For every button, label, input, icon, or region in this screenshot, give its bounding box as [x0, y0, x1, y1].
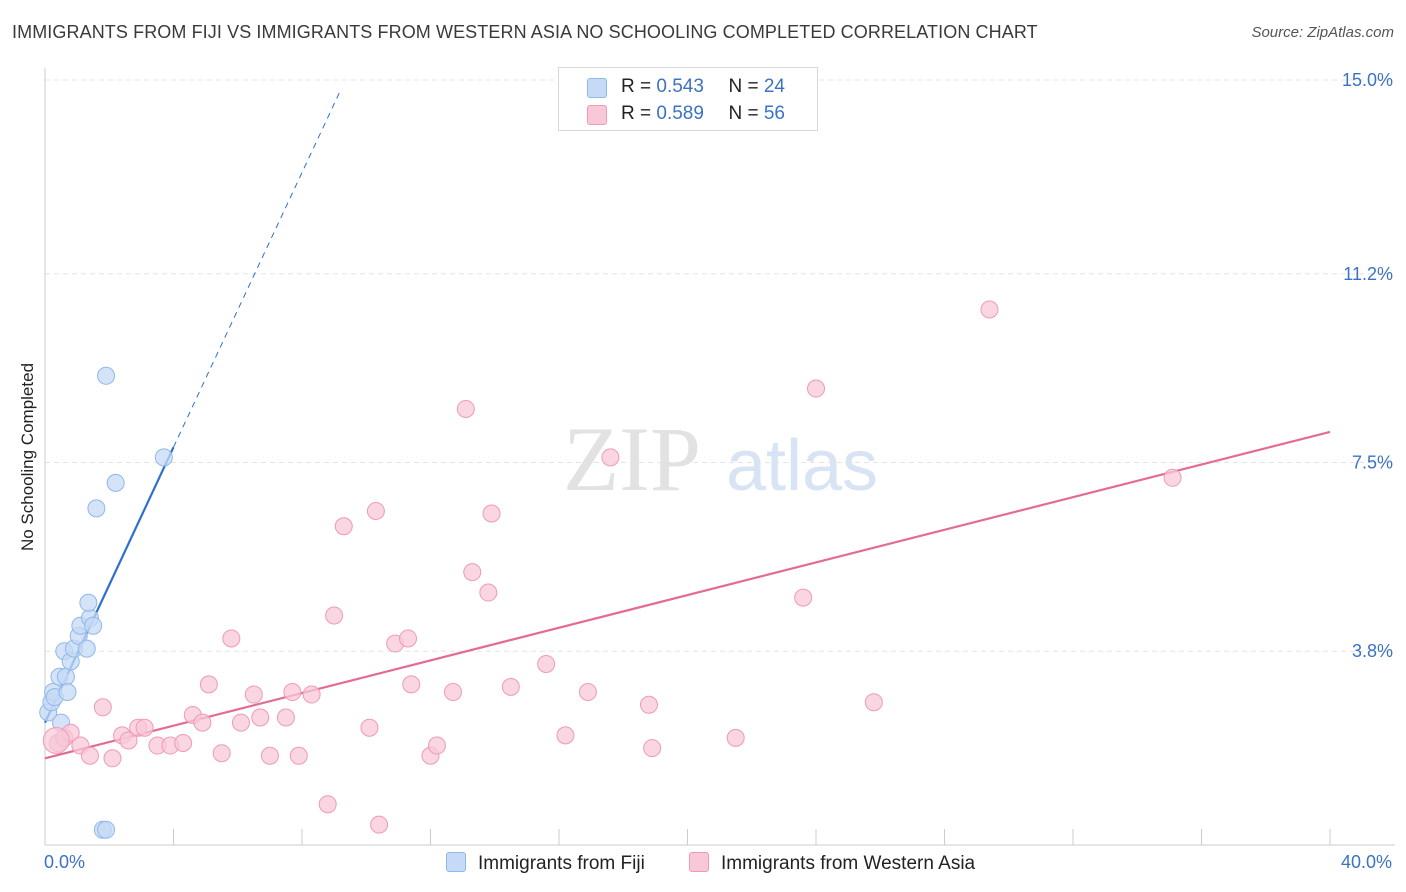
y-axis-label: No Schooling Completed: [18, 362, 37, 552]
western-asia-point: [366, 501, 385, 520]
data-points: [39, 300, 1182, 839]
legend-item-western-asia: Immigrants from Western Asia: [689, 852, 975, 875]
western-asia-point: [93, 698, 112, 717]
western-asia-point: [980, 300, 999, 319]
western-asia-point: [80, 746, 99, 765]
western-asia-point: [427, 736, 446, 755]
western-asia-point: [501, 677, 520, 696]
western-asia-point: [643, 739, 662, 758]
y-tick-label: 11.2%: [1343, 264, 1393, 284]
western-asia-swatch: [587, 105, 607, 125]
western-asia-point: [135, 718, 154, 737]
western-asia-n-label: N =: [728, 103, 764, 124]
x-tick-label-max: 40.0%: [1340, 852, 1392, 872]
western-asia-point: [103, 749, 122, 768]
western-asia-point: [174, 734, 193, 752]
western-asia-point: [639, 695, 658, 714]
source-credit: Source: ZipAtlas.com: [1251, 24, 1394, 41]
watermark-zip: ZIP: [563, 408, 701, 510]
y-tick-label: 3.8%: [1352, 641, 1393, 661]
western-asia-r-label: R =: [621, 103, 657, 124]
fiji-point: [84, 616, 103, 635]
fiji-point: [106, 473, 125, 492]
western-asia-point: [864, 693, 883, 712]
western-asia-point: [482, 504, 501, 523]
fiji-r-label: R =: [621, 76, 657, 97]
y-tick-labels: 3.8% 7.5% 11.2% 15.0%: [1342, 70, 1393, 661]
western-asia-point: [578, 683, 597, 701]
western-asia-point: [193, 713, 212, 732]
western-asia-point-cluster: [42, 726, 70, 754]
fiji-point: [154, 448, 173, 467]
fiji-point: [97, 366, 116, 385]
western-asia-point: [325, 606, 344, 625]
fiji-trend-extension: [173, 89, 342, 448]
western-asia-point: [318, 795, 337, 814]
stats-legend: R = 0.543 N = 24 R = 0.589 N = 56: [558, 67, 818, 131]
western-asia-point: [556, 726, 575, 745]
western-asia-point: [794, 588, 813, 607]
western-asia-trend-line: [44, 430, 1331, 760]
western-asia-point: [443, 683, 462, 701]
western-asia-point: [537, 654, 556, 673]
western-asia-point: [199, 675, 218, 694]
fiji-n-value: 24: [763, 76, 785, 97]
grid-lines: [45, 79, 1395, 652]
watermark: ZIP atlas: [563, 408, 878, 510]
western-asia-point: [244, 685, 263, 704]
fiji-point: [79, 593, 98, 612]
fiji-point: [87, 499, 106, 518]
western-asia-point: [260, 746, 279, 765]
legend-western-asia-label: Immigrants from Western Asia: [721, 853, 976, 874]
western-asia-point: [276, 708, 295, 727]
western-asia-point: [119, 731, 138, 750]
legend-item-fiji: Immigrants from Fiji: [446, 852, 645, 875]
fiji-point: [77, 639, 96, 658]
y-tick-label: 7.5%: [1352, 453, 1393, 473]
western-asia-point: [302, 685, 321, 704]
legend-fiji-swatch: [446, 852, 466, 872]
watermark-atlas: atlas: [726, 426, 878, 506]
western-asia-point: [289, 746, 308, 765]
fiji-r-value: 0.543: [656, 76, 704, 97]
legend-fiji-label: Immigrants from Fiji: [478, 853, 645, 874]
western-asia-n-value: 56: [763, 103, 785, 124]
fiji-point: [97, 820, 116, 839]
legend-western-asia-swatch: [689, 852, 709, 872]
western-asia-point: [479, 583, 498, 602]
western-asia-point: [402, 675, 421, 694]
western-asia-point: [601, 448, 620, 467]
western-asia-point: [807, 379, 825, 398]
western-asia-r-value: 0.589: [656, 103, 704, 124]
western-asia-point: [463, 563, 482, 582]
western-asia-point: [456, 399, 475, 418]
western-asia-point: [726, 728, 745, 747]
western-asia-point: [212, 744, 231, 763]
western-asia-point: [334, 517, 353, 536]
fiji-point: [58, 683, 77, 701]
y-tick-label: 15.0%: [1342, 70, 1393, 90]
western-asia-point: [283, 683, 302, 701]
fiji-n-label: N =: [728, 76, 764, 97]
western-asia-point: [1163, 468, 1182, 487]
fiji-swatch: [587, 78, 607, 98]
western-asia-point: [399, 629, 418, 648]
western-asia-point: [360, 718, 379, 737]
western-asia-point: [251, 708, 270, 727]
fiji-point: [56, 667, 75, 686]
western-asia-point: [231, 713, 250, 732]
western-asia-point: [370, 815, 389, 834]
x-tick-label-min: 0.0%: [44, 852, 86, 872]
chart-title: IMMIGRANTS FROM FIJI VS IMMIGRANTS FROM …: [12, 22, 1038, 42]
western-asia-point: [222, 629, 241, 648]
